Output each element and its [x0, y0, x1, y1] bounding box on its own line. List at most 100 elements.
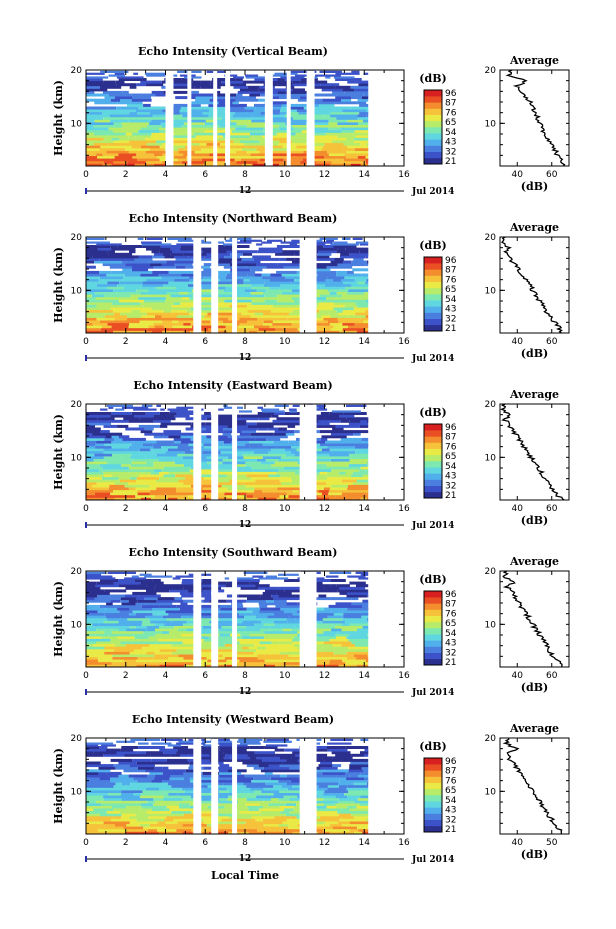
heatmap-cell [233, 751, 255, 755]
heatmap-cell [365, 255, 369, 259]
heatmap-cell [358, 774, 369, 778]
heatmap-cell [108, 406, 114, 409]
heatmap-cell [140, 309, 164, 313]
heatmap-cell [86, 98, 111, 102]
heatmap-cell [125, 831, 141, 835]
heatmap-cell [268, 453, 286, 457]
heatmap-cell [233, 422, 247, 426]
heatmap-cell [129, 450, 140, 454]
heatmap-cell [366, 492, 369, 496]
heatmap-cell [317, 494, 336, 498]
heatmap-cell [257, 654, 264, 658]
heatmap-cell [180, 440, 201, 444]
heatmap-cell [247, 250, 258, 254]
heatmap-cell [172, 312, 180, 316]
data-gap [232, 405, 238, 500]
heatmap-cell [173, 103, 201, 107]
heatmap-cell [262, 443, 288, 447]
heatmap-cell [86, 301, 113, 305]
heatmap-cell [225, 766, 233, 770]
heatmap-cell [247, 805, 263, 809]
heatmap-cell [86, 774, 109, 778]
heatmap-cell [262, 276, 286, 280]
heatmap-cell [358, 83, 369, 87]
heatmap-cell [163, 325, 173, 329]
heatmap-cell [251, 435, 263, 439]
heatmap-cell [263, 129, 288, 133]
heatmap-cell [173, 746, 188, 749]
heatmap-cell [324, 142, 344, 146]
heatmap-cell [318, 831, 330, 835]
heatmap-cell [261, 471, 277, 475]
heatmap-cell [131, 443, 144, 447]
heatmap-cell [342, 443, 359, 447]
heatmap-cell [362, 831, 369, 835]
heatmap-cell [274, 648, 292, 652]
colorbar-segment [424, 652, 442, 660]
heatmap-cell [117, 458, 125, 462]
heatmap-cell [329, 815, 342, 819]
heatmap-cell [182, 641, 202, 645]
heatmap-cell [117, 245, 143, 248]
heatmap-cell [235, 427, 258, 431]
heatmap-cell [317, 813, 332, 817]
heatmap-cell [86, 584, 96, 588]
heatmap-cell [211, 96, 234, 100]
heatmap-cell [285, 813, 307, 817]
heatmap-cell [268, 450, 277, 454]
heatmap-cell [277, 450, 291, 454]
heatmap-cell [218, 487, 228, 491]
heatmap-cell [252, 255, 271, 259]
heatmap-cell [276, 270, 297, 274]
heatmap-cell [321, 492, 329, 496]
x-tick-label: 8 [242, 504, 248, 514]
heatmap-cell [242, 635, 265, 639]
heatmap-cell [311, 263, 338, 267]
heatmap-cell [327, 748, 348, 752]
heatmap-cell [246, 784, 274, 788]
heatmap-cell [367, 782, 369, 786]
heatmap-cell [305, 777, 328, 781]
heatmap-cell [272, 322, 292, 326]
heatmap-cell [183, 481, 203, 485]
heatmap-cell [351, 813, 369, 817]
heatmap-cell [266, 738, 289, 741]
heatmap-cell [346, 270, 354, 274]
heatmap-cell [189, 278, 197, 282]
heatmap-cell [113, 140, 130, 144]
heatmap-cell [154, 774, 171, 778]
heatmap-cell [270, 88, 293, 92]
heatmap-cell [271, 116, 285, 120]
heatmap-cell [366, 278, 369, 282]
heatmap-cell [321, 88, 343, 92]
heatmap-cell [86, 479, 107, 483]
heatmap-cell [250, 268, 263, 272]
heatmap-cell [332, 278, 342, 282]
heatmap-cell [128, 307, 152, 311]
heatmap-cell [177, 453, 194, 457]
heatmap-cell [191, 257, 219, 261]
heatmap-cell [347, 591, 369, 595]
heatmap-cell [128, 419, 154, 423]
heatmap-cell [153, 252, 163, 256]
heatmap-cell [241, 430, 256, 434]
heatmap-cell [310, 155, 325, 159]
heatmap-cell [164, 818, 174, 822]
heatmap-cell [86, 281, 108, 285]
heatmap-cell [223, 443, 235, 447]
heatmap-cell [226, 273, 248, 277]
heatmap-cell [358, 494, 369, 498]
heatmap-cell [287, 129, 302, 133]
heatmap-cell [107, 571, 136, 574]
average-y-tick-label: 10 [485, 620, 497, 630]
heatmap-cell [362, 119, 369, 123]
heatmap-cell [279, 286, 299, 290]
heatmap-cell [313, 643, 333, 647]
heatmap-cell [354, 147, 369, 151]
x-tick-label: 2 [123, 337, 129, 347]
heatmap-cell [349, 766, 362, 770]
heatmap-cell [118, 761, 137, 765]
heatmap-cell [159, 664, 185, 668]
heatmap-cell [227, 424, 236, 428]
heatmap-cell [190, 140, 216, 144]
